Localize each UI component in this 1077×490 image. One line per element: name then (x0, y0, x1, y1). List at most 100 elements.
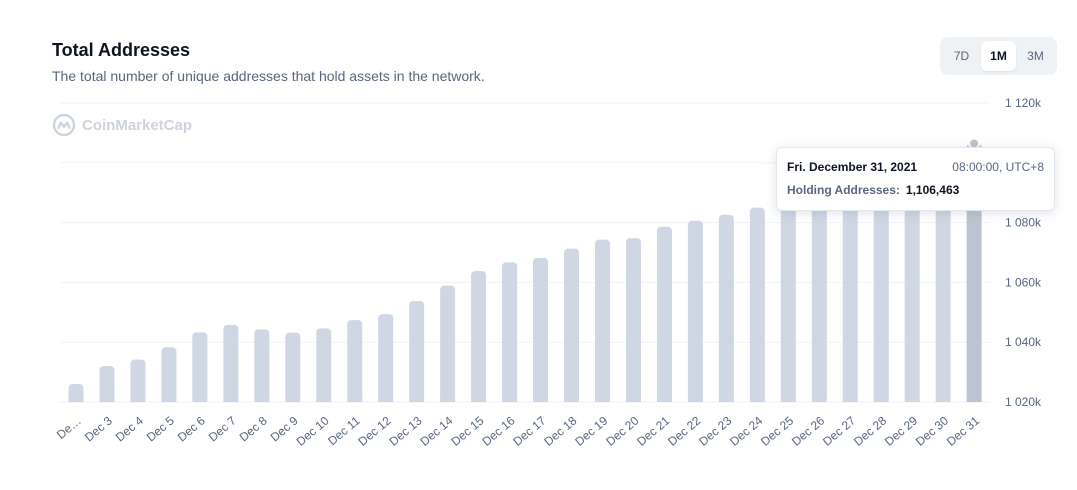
watermark-text: CoinMarketCap (82, 116, 193, 134)
bar-base (378, 398, 394, 402)
bar-base (780, 398, 796, 402)
y-tick-label: 1 040k (1005, 335, 1042, 349)
bar-base (130, 398, 146, 402)
bar[interactable] (192, 332, 208, 402)
x-tick-label: Dec 15 (448, 413, 486, 448)
x-tick-label: Dec 17 (510, 413, 548, 448)
bar-base (687, 398, 703, 402)
x-tick-label: Dec 23 (696, 413, 734, 448)
y-tick-label: 1 060k (1005, 275, 1042, 289)
x-tick-label: Dec 27 (820, 413, 858, 448)
bar[interactable] (811, 193, 827, 402)
bar[interactable] (564, 248, 580, 402)
x-tick-label: Dec 10 (294, 413, 332, 448)
bar[interactable] (502, 262, 518, 402)
range-1m-button[interactable]: 1M (981, 41, 1016, 71)
bar[interactable] (440, 285, 456, 402)
bar-base (440, 398, 456, 402)
x-tick-label: Dec 26 (789, 413, 827, 448)
bar[interactable] (718, 214, 734, 402)
bar-base (409, 398, 425, 402)
bar[interactable] (130, 359, 146, 402)
x-tick-label: Dec 25 (758, 413, 796, 448)
bar[interactable] (625, 238, 641, 402)
chart-title: Total Addresses (52, 40, 191, 60)
bar-base (161, 398, 177, 402)
y-tick-label: 1 120k (1005, 96, 1042, 110)
bar[interactable] (347, 320, 363, 402)
bar[interactable] (161, 347, 177, 402)
bar-base (68, 398, 84, 402)
bar-base (316, 398, 332, 402)
y-tick-label: 1 080k (1005, 216, 1042, 230)
bar[interactable] (99, 366, 115, 402)
bar[interactable] (749, 207, 765, 402)
time-range-selector: 7D 1M 3M (940, 37, 1057, 75)
x-tick-label: Dec 18 (541, 413, 579, 448)
x-tick-label: Dec 29 (882, 413, 920, 448)
chart-subtitle: The total number of unique addresses tha… (52, 68, 485, 84)
bar[interactable] (780, 200, 796, 402)
gridlines (60, 102, 990, 403)
bar[interactable] (594, 239, 610, 402)
x-tick-label: Dec 22 (665, 413, 703, 448)
bar[interactable] (687, 220, 703, 402)
bar-base (533, 398, 549, 402)
bar[interactable] (316, 328, 332, 402)
x-tick-label: Dec 20 (603, 413, 641, 448)
bar-base (254, 398, 270, 402)
bar-base (223, 398, 239, 402)
bar-base (873, 398, 889, 402)
bar-base (904, 398, 920, 402)
x-tick-label: Dec 5 (144, 413, 177, 444)
watermark: CoinMarketCap (52, 113, 192, 137)
x-tick-label: Dec 24 (727, 413, 765, 448)
x-tick-label: Dec 12 (355, 413, 393, 448)
bar[interactable] (904, 165, 920, 402)
x-tick-label: Dec 11 (325, 413, 363, 448)
bar[interactable] (656, 226, 672, 402)
tooltip-date: Fri. December 31, 2021 (787, 160, 918, 174)
range-3m-button[interactable]: 3M (1027, 49, 1044, 63)
x-tick-label: Dec 19 (572, 413, 610, 448)
tooltip-value: 1,106,463 (905, 183, 960, 197)
x-tick-label: Dec 8 (237, 413, 270, 444)
bar-base (656, 398, 672, 402)
bar-base (99, 398, 115, 402)
bar-base (718, 398, 734, 402)
bar[interactable] (254, 329, 270, 402)
bar-base (285, 398, 301, 402)
data-tooltip: Fri. December 31, 2021 08:00:00, UTC+8 H… (776, 147, 1055, 211)
bar[interactable] (378, 314, 394, 402)
y-tick-label: 1 020k (1005, 395, 1042, 409)
bar[interactable] (533, 257, 549, 402)
x-tick-label: Dec 28 (851, 413, 889, 448)
bar-base (594, 398, 610, 402)
bar[interactable] (223, 324, 239, 402)
bar[interactable] (471, 271, 487, 402)
bar[interactable] (68, 384, 84, 402)
bar[interactable] (409, 300, 425, 402)
bar-base (749, 398, 765, 402)
bar-base (935, 398, 951, 402)
bar-base (502, 398, 518, 402)
x-tick-label: Dec 4 (113, 413, 146, 444)
bars (68, 137, 982, 402)
coinmarketcap-logo-icon (52, 113, 76, 137)
x-tick-label: Dec 21 (634, 413, 672, 448)
bar[interactable] (285, 332, 301, 402)
x-tick-label: Dec 14 (417, 413, 455, 448)
bar[interactable] (873, 176, 889, 402)
tooltip-time: 08:00:00, UTC+8 (952, 160, 1044, 174)
tooltip-label: Holding Addresses: (787, 183, 900, 197)
bar[interactable] (935, 154, 951, 402)
bar-base (811, 398, 827, 402)
bar-base (347, 398, 363, 402)
bar[interactable] (842, 186, 858, 402)
bar-base (842, 398, 858, 402)
range-7d-button[interactable]: 7D (953, 49, 970, 63)
x-tick-label: Dec 7 (206, 413, 239, 444)
